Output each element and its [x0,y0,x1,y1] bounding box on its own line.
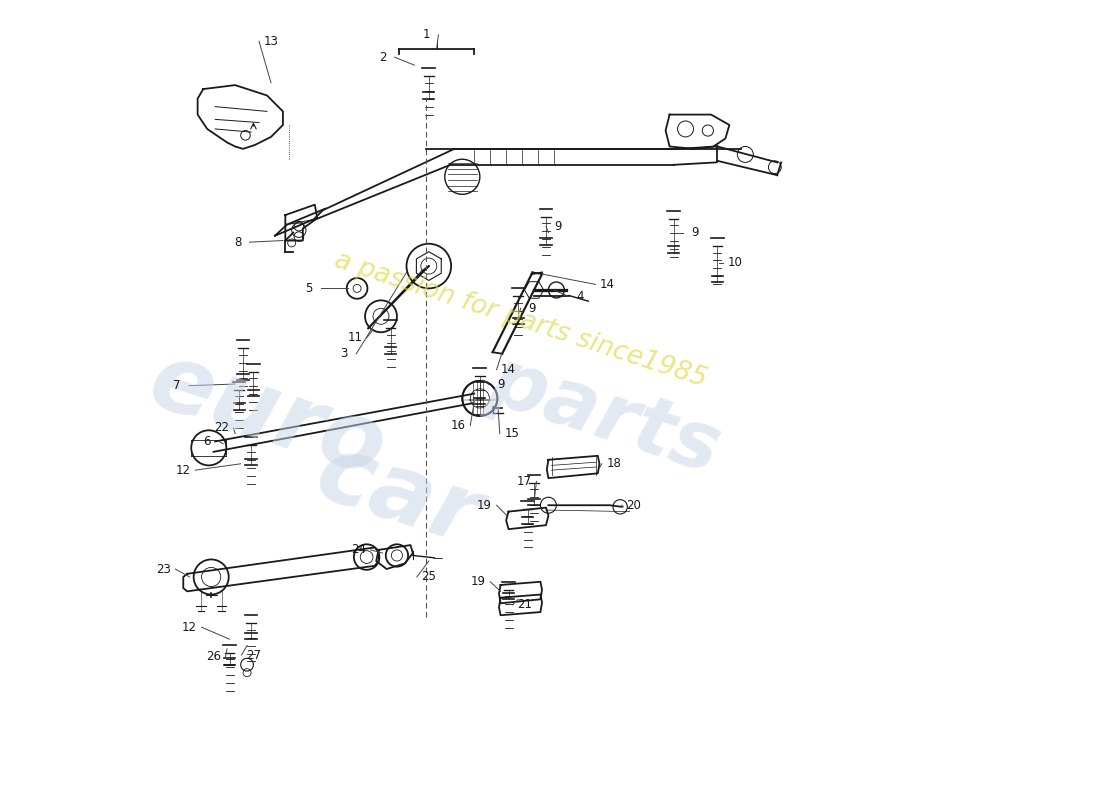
Text: 10: 10 [727,256,742,270]
Text: 14: 14 [600,278,615,291]
Text: 11: 11 [348,331,362,344]
Text: 9: 9 [691,226,698,239]
Text: 9: 9 [497,378,504,390]
Text: 12: 12 [183,621,197,634]
Text: 27: 27 [246,649,261,662]
Text: 14: 14 [500,363,516,376]
Text: 18: 18 [606,458,621,470]
Text: 22: 22 [214,422,229,434]
Text: 25: 25 [421,570,437,583]
Text: 9: 9 [554,220,562,233]
Text: 7: 7 [173,379,180,392]
Text: 3: 3 [341,347,348,360]
Text: 12: 12 [176,464,190,477]
Text: 2: 2 [378,50,386,64]
Text: euro: euro [138,334,397,498]
Text: 19: 19 [471,575,486,588]
Text: 8: 8 [234,236,241,249]
Text: 5: 5 [306,282,312,295]
Text: car: car [305,426,491,565]
Text: 4: 4 [576,290,584,303]
Text: 17: 17 [517,475,532,488]
Text: a passion for parts since1985: a passion for parts since1985 [331,248,710,393]
Text: 21: 21 [517,598,532,611]
Text: 13: 13 [264,34,278,48]
Text: 23: 23 [156,562,170,575]
Text: 16: 16 [451,419,465,432]
Text: parts: parts [480,342,730,490]
Text: 19: 19 [477,498,492,512]
Text: 24: 24 [351,543,366,556]
Text: 20: 20 [626,498,641,512]
Text: 6: 6 [204,435,211,448]
Text: 1: 1 [422,28,430,42]
Text: 9: 9 [529,302,536,315]
Text: 15: 15 [504,427,519,440]
Text: 26: 26 [206,650,221,663]
